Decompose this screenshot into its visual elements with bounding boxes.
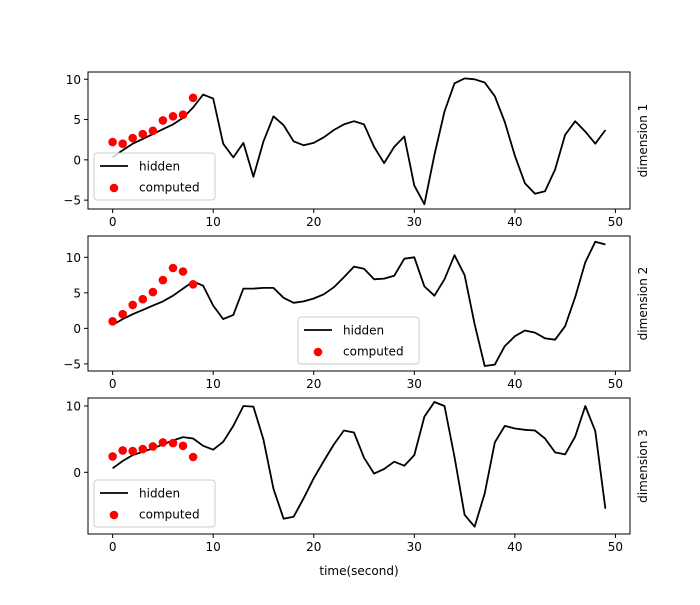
x-axis-label: time(second) (319, 564, 398, 578)
x-tick-label: 20 (306, 377, 321, 391)
legend-label-computed: computed (139, 181, 200, 195)
axes-frame (87, 397, 631, 535)
scatter-point-computed (188, 280, 198, 289)
series-line-hidden (112, 77, 607, 206)
legend-label-computed: computed (139, 508, 200, 522)
scatter-point-computed (188, 452, 198, 462)
scatter-point-computed (108, 317, 117, 326)
x-tick-label: 0 (109, 215, 117, 229)
axes-frame (87, 71, 631, 210)
y-axis-label: dimension 1 (636, 104, 650, 178)
scatter-point-computed (128, 446, 137, 456)
legend-label-computed: computed (343, 345, 404, 359)
x-tick-label: 10 (206, 215, 221, 229)
y-tick-label: 0 (73, 466, 81, 480)
scatter-point-computed (118, 446, 127, 455)
legend: hidden computed (297, 316, 420, 365)
y-tick-label: 0 (73, 322, 81, 336)
y-tick-label: 10 (66, 73, 81, 87)
legend-label-hidden: hidden (343, 324, 384, 338)
y-tick-label: 5 (73, 286, 81, 300)
scatter-point-computed (158, 116, 168, 125)
legend-marker-swatch (109, 183, 119, 193)
x-tick-label: 30 (407, 377, 422, 391)
x-tick-label: 50 (608, 215, 623, 229)
scatter-point-computed (128, 300, 137, 310)
y-tick-label: −5 (63, 194, 81, 208)
subplot-2: 0 10 20 30 40 50 −5 0 5 10 dimension 2 hidden comput… (63, 235, 650, 391)
subplot-3: 0 10 20 30 40 50 0 10 dimension 3 time(second) hid… (66, 397, 650, 578)
scatter-point-computed (138, 129, 148, 139)
scatter-point-computed (158, 438, 168, 447)
x-tick-label: 40 (507, 215, 522, 229)
scatter-point-computed (108, 452, 117, 461)
scatter-point-computed (188, 93, 198, 103)
scatter-point-computed (158, 275, 168, 285)
legend-marker-swatch (313, 347, 323, 357)
series-line-hidden (112, 401, 607, 528)
x-tick-label: 0 (109, 377, 117, 391)
scatter-point-computed (148, 126, 158, 136)
scatter-point-computed (168, 112, 178, 121)
y-tick-label: 0 (73, 153, 81, 167)
x-tick-label: 30 (407, 540, 422, 554)
scatter-point-computed (168, 263, 178, 273)
y-axis-label: dimension 2 (636, 267, 650, 341)
legend-box (297, 316, 420, 365)
scatter-point-computed (118, 139, 127, 148)
subplot-1: 0 10 20 30 40 50 −5 0 5 10 dimension 1 hidden comput… (63, 71, 650, 229)
legend-label-hidden: hidden (139, 487, 180, 501)
x-tick-label: 20 (306, 215, 321, 229)
x-tick-label: 0 (109, 540, 117, 554)
y-axis-label: dimension 3 (636, 429, 650, 503)
x-tick-label: 30 (407, 215, 422, 229)
y-tick-label: 10 (66, 399, 81, 413)
legend-marker-swatch (109, 510, 119, 520)
legend-box (93, 152, 216, 201)
x-tick-label: 40 (507, 377, 522, 391)
scatter-point-computed (128, 133, 137, 143)
scatter-point-computed (178, 441, 188, 451)
y-tick-label: 5 (73, 113, 81, 127)
x-tick-label: 10 (206, 540, 221, 554)
scatter-point-computed (118, 309, 127, 319)
scatter-point-computed (108, 137, 117, 147)
x-tick-label: 40 (507, 540, 522, 554)
x-tick-label: 10 (206, 377, 221, 391)
legend-box (93, 479, 216, 528)
legend-label-hidden: hidden (139, 160, 180, 174)
scatter-point-computed (178, 110, 188, 119)
scatter-point-computed (178, 267, 188, 276)
scatter-point-computed (138, 444, 148, 454)
x-tick-label: 20 (306, 540, 321, 554)
y-tick-label: −5 (63, 357, 81, 371)
legend: hidden computed (93, 152, 216, 201)
scatter-point-computed (148, 442, 158, 451)
scatter-point-computed (168, 438, 178, 448)
legend: hidden computed (93, 479, 216, 528)
y-tick-label: 10 (66, 251, 81, 265)
axes-frame (87, 235, 631, 372)
scatter-point-computed (138, 294, 148, 304)
x-tick-label: 50 (608, 540, 623, 554)
scatter-point-computed (148, 287, 158, 297)
x-tick-label: 50 (608, 377, 623, 391)
